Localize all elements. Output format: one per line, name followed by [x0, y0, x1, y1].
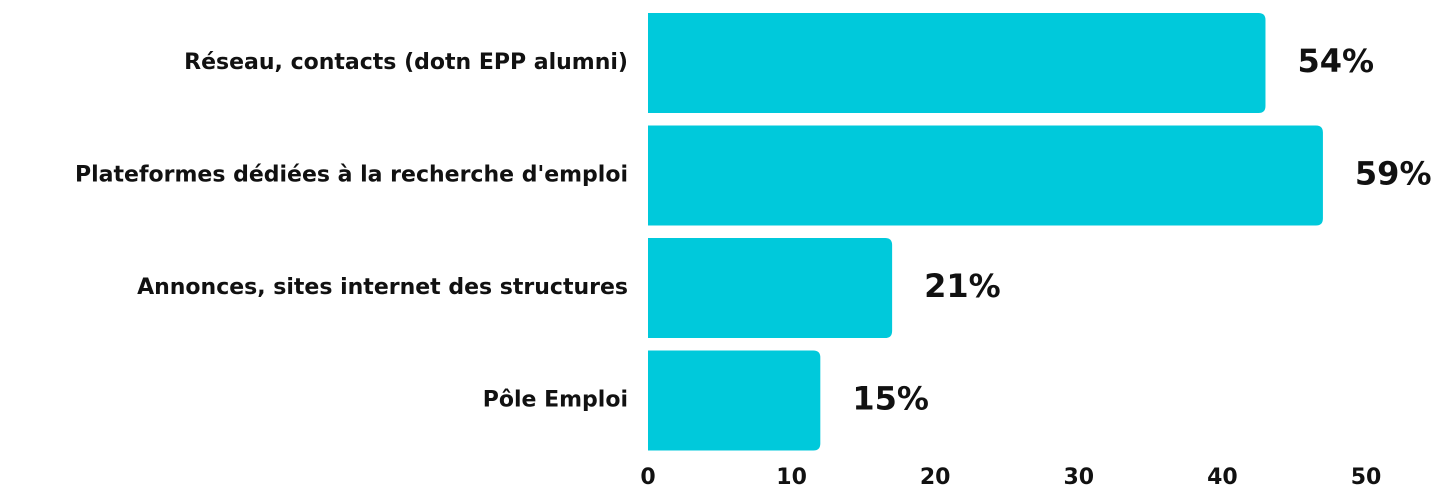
bar: [648, 350, 821, 451]
value-annotation: 15%: [852, 380, 929, 418]
value-annotation: 21%: [924, 267, 1001, 305]
category-label: Annonces, sites internet des structures: [137, 275, 628, 300]
bar: [648, 13, 1266, 113]
bar: [648, 125, 1323, 226]
x-tick-label: 0: [640, 465, 655, 490]
x-tick-label: 50: [1351, 465, 1382, 490]
x-tick-label: 10: [776, 465, 807, 490]
value-annotation: 59%: [1355, 155, 1432, 193]
x-tick-label: 40: [1207, 465, 1238, 490]
category-label: Réseau, contacts (dotn EPP alumni): [184, 50, 628, 75]
value-annotation: 54%: [1297, 42, 1374, 80]
x-tick-label: 30: [1063, 465, 1094, 490]
category-label: Pôle Emploi: [483, 388, 628, 413]
x-tick-label: 20: [920, 465, 951, 490]
category-label: Plateformes dédiées à la recherche d'emp…: [75, 163, 628, 188]
bar: [648, 238, 893, 338]
